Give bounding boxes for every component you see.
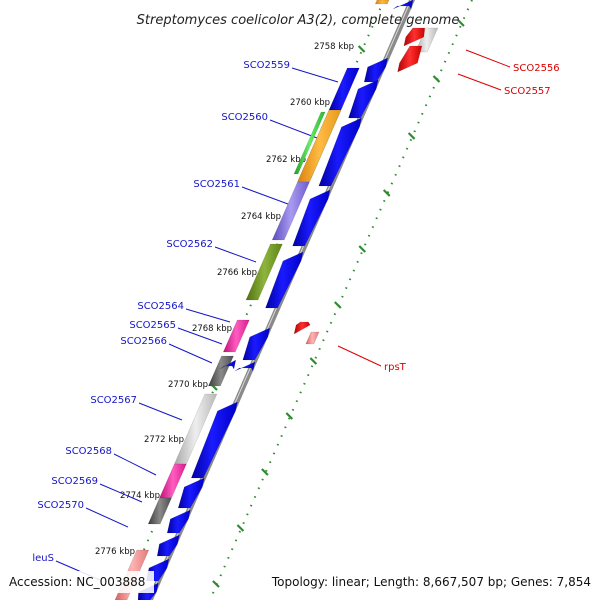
right-tick-dash	[309, 357, 318, 365]
leader-line	[99, 483, 143, 503]
right-tick-dash	[285, 412, 294, 420]
leader-line	[457, 73, 502, 91]
forward-gene-arrow	[348, 79, 379, 119]
gene-label-sco2569: SCO2569	[51, 476, 98, 487]
forward-gene-arrow	[156, 534, 180, 557]
forward-gene-arrow	[292, 189, 331, 247]
kbp-tick-label: 2766 kbp	[217, 268, 257, 278]
sco2566-gene	[208, 355, 234, 387]
gene-label-sco2560: SCO2560	[221, 112, 268, 123]
rpsT-gene	[293, 321, 311, 335]
kbp-tick-label: 2770 kbp	[168, 380, 208, 390]
forward-gene-arrow	[234, 361, 256, 372]
gene-label-sco2561: SCO2561	[193, 179, 240, 190]
gene-label-sco2557: SCO2557	[504, 86, 551, 97]
forward-gene-arrow	[242, 327, 271, 361]
label-leader-lines	[55, 49, 511, 581]
forward-gene-arrow	[190, 401, 238, 479]
gene-label-leus: leuS	[32, 553, 54, 564]
forward-gene-arrow	[177, 477, 205, 509]
gene-label-sco2564: SCO2564	[137, 301, 184, 312]
kbp-tick-label: 2768 kbp	[192, 324, 232, 334]
gene-label-sco2559: SCO2559	[243, 60, 290, 71]
leader-line	[214, 246, 257, 263]
leader-line	[291, 67, 339, 83]
gene-label-sco2565: SCO2565	[129, 320, 176, 331]
leader-line	[465, 49, 511, 68]
leader-line	[138, 402, 183, 421]
right-tick-dash	[212, 580, 220, 588]
forward-gene-arrow	[363, 57, 389, 83]
genome-title: Streptomyces coelicolor A3(2), complete …	[137, 13, 460, 28]
kbp-tick-label: 2772 kbp	[144, 435, 184, 445]
gene-label-sco2566: SCO2566	[120, 336, 167, 347]
sco-gene-orange	[374, 0, 390, 5]
gene-label-sco2570: SCO2570	[37, 500, 84, 511]
sco2569-gene	[147, 497, 172, 525]
forward-gene-arrow	[166, 509, 191, 534]
leader-line	[337, 345, 382, 367]
forward-gene-arrow	[318, 117, 362, 187]
right-tick-dash	[432, 75, 441, 83]
sco2557-gene	[397, 45, 423, 73]
kbp-tick-label: 2758 kbp	[314, 42, 354, 52]
footer-right-backdrop	[265, 571, 598, 593]
sco2556-gene	[403, 27, 426, 47]
kbp-tick-label: 2762 kbp	[266, 155, 306, 165]
gene-label-sco2567: SCO2567	[90, 395, 137, 406]
sco2561-gene	[271, 181, 310, 241]
right-tick-dash	[236, 524, 245, 532]
gene-labels: SCO2559 SCO2560 SCO2561 SCO2562 SCO2564 SCO25…	[32, 60, 559, 564]
sco2564-gene	[222, 319, 250, 353]
kbp-tick-label: 2760 kbp	[290, 98, 330, 108]
sco2565-gene	[219, 359, 237, 370]
gene-label-sco2562: SCO2562	[166, 239, 213, 250]
accession-text: Accession: NC_003888	[9, 575, 145, 589]
genome-summary-text: Topology: linear; Length: 8,667,507 bp; …	[271, 575, 591, 589]
forward-gene-arrow	[392, 0, 414, 10]
forward-gene-arrow	[265, 251, 304, 309]
sco2562-gene	[245, 243, 283, 301]
sco2560-gene-edge	[293, 111, 326, 175]
kbp-tick-dash	[357, 45, 366, 53]
right-tick-dash	[407, 132, 416, 140]
kbp-tick-label: 2764 kbp	[241, 212, 281, 222]
leader-line	[113, 453, 157, 476]
right-tick-dash	[358, 245, 367, 253]
right-tick-dash	[382, 189, 391, 197]
kbp-tick-label: 2774 kbp	[120, 491, 160, 501]
right-tick-dash	[334, 301, 342, 309]
gene-features	[114, 0, 439, 600]
gene-label-sco2568: SCO2568	[65, 446, 112, 457]
right-tick-dash	[457, 19, 465, 27]
leader-line	[168, 343, 213, 364]
gene-label-rpst: rpsT	[384, 362, 407, 373]
leader-line	[177, 327, 223, 345]
leader-line	[269, 119, 318, 139]
rpsT-gene-tail	[305, 331, 320, 345]
gene-label-sco2556: SCO2556	[513, 63, 560, 74]
leader-line	[185, 308, 231, 323]
right-tick-dash	[261, 468, 269, 476]
leader-line	[241, 186, 289, 205]
leader-line	[85, 507, 129, 528]
footer-left-backdrop	[4, 571, 154, 593]
kbp-tick-label: 2776 kbp	[95, 547, 135, 557]
